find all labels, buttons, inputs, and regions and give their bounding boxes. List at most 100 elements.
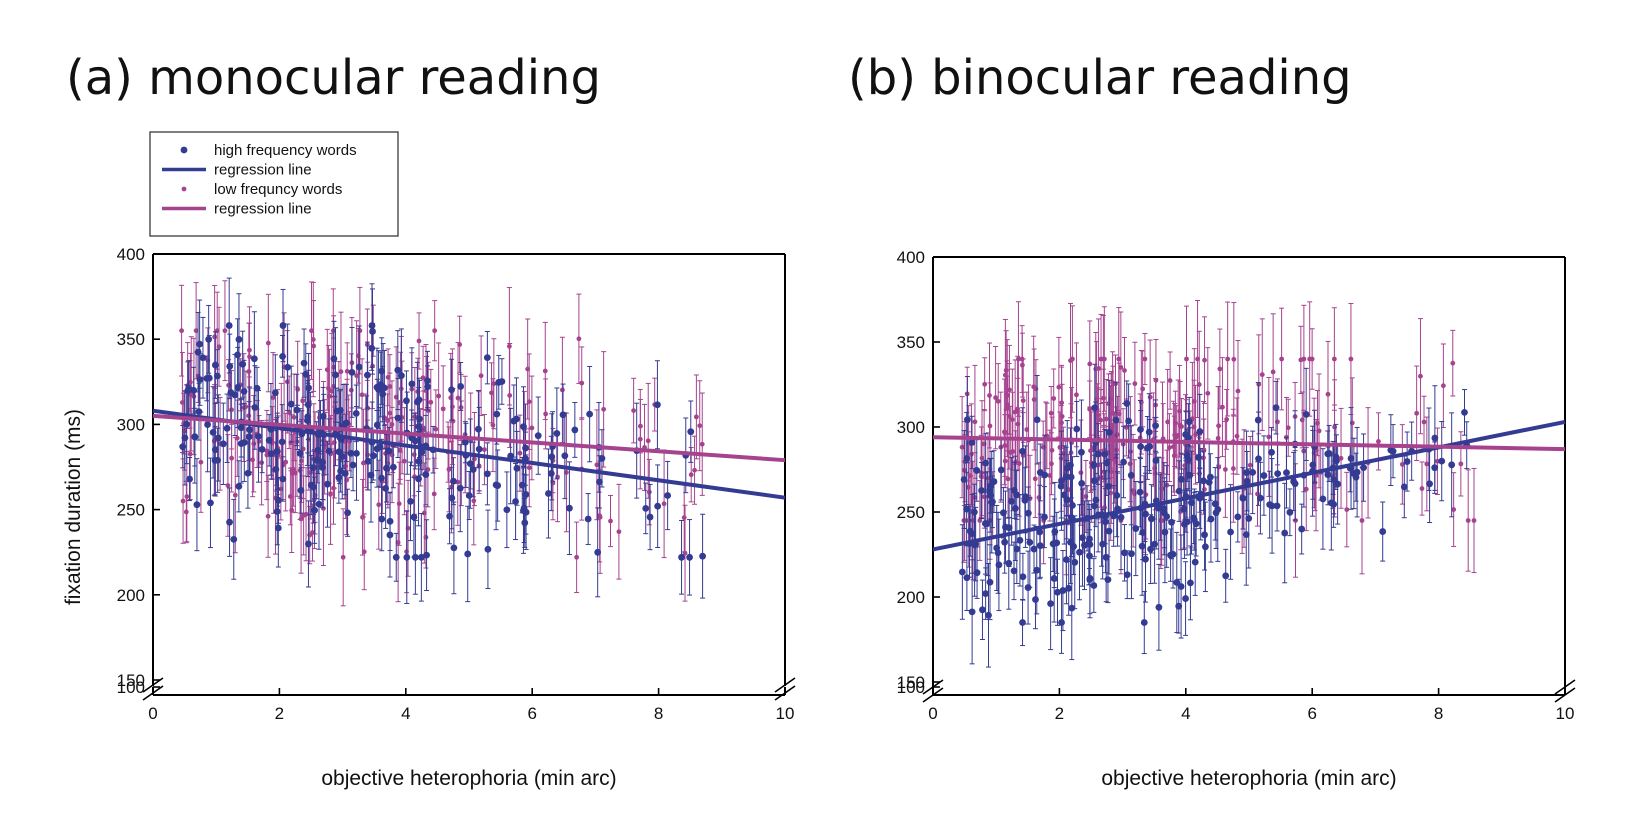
data-point-low <box>184 450 190 543</box>
point-marker <box>972 419 978 425</box>
x-tick-label: 6 <box>527 704 536 723</box>
data-point-low <box>1009 368 1015 471</box>
point-marker <box>193 501 201 509</box>
data-point-high <box>968 559 976 665</box>
point-marker <box>1002 458 1008 464</box>
point-marker <box>498 378 506 385</box>
point-marker <box>579 380 585 386</box>
data-point-high <box>213 349 221 403</box>
point-marker <box>1142 555 1149 563</box>
data-point-low <box>433 389 439 470</box>
data-point-low <box>1006 362 1012 470</box>
data-point-high <box>424 350 431 411</box>
point-marker <box>332 371 339 379</box>
point-marker <box>1036 528 1044 536</box>
data-point-high <box>1448 412 1456 518</box>
point-marker <box>446 512 453 520</box>
data-point-high <box>258 425 266 474</box>
point-marker <box>1049 447 1055 453</box>
data-point-high <box>205 304 213 374</box>
point-marker <box>348 369 356 376</box>
data-point-low <box>1259 318 1265 431</box>
point-marker <box>361 549 367 555</box>
point-marker <box>250 457 256 463</box>
point-marker <box>376 502 382 508</box>
data-point-low <box>1101 306 1107 412</box>
data-point-high <box>1140 590 1148 655</box>
point-marker <box>697 423 703 429</box>
point-marker <box>328 491 333 497</box>
point-marker <box>398 399 403 405</box>
point-marker <box>1056 384 1062 390</box>
point-marker <box>387 384 393 389</box>
data-point-high <box>507 407 515 505</box>
point-marker <box>1302 411 1310 418</box>
point-marker <box>410 513 418 521</box>
point-marker <box>287 400 295 408</box>
data-point-high <box>392 532 400 582</box>
data-point-high <box>979 579 986 641</box>
data-point-high <box>465 470 473 521</box>
point-marker <box>1177 422 1183 428</box>
point-marker <box>431 491 437 497</box>
data-point-high <box>235 460 243 513</box>
point-marker <box>314 446 322 454</box>
point-marker <box>465 492 473 499</box>
y-tick-label: 150 <box>897 673 925 692</box>
data-point-high <box>1268 427 1275 478</box>
point-marker <box>386 531 394 539</box>
point-marker <box>256 439 262 444</box>
point-marker <box>1091 502 1098 510</box>
data-point-high <box>1068 556 1076 661</box>
data-point-low <box>376 459 382 550</box>
point-marker <box>1426 480 1433 488</box>
point-marker <box>274 524 282 532</box>
data-point-high <box>1019 598 1026 647</box>
data-point-high <box>250 311 258 407</box>
point-marker <box>1448 461 1456 469</box>
point-marker <box>584 515 592 523</box>
data-point-high <box>963 376 971 464</box>
point-marker <box>1331 356 1337 362</box>
data-point-low <box>310 281 316 398</box>
data-point-low <box>234 399 240 477</box>
data-point-low <box>431 457 437 531</box>
x-tick-label: 8 <box>1434 704 1443 723</box>
data-point-low <box>1279 307 1285 411</box>
data-point-high <box>559 383 567 446</box>
point-marker <box>1116 356 1122 362</box>
point-marker <box>1153 377 1159 383</box>
data-point-low <box>977 480 983 561</box>
data-point-high <box>1081 500 1088 591</box>
point-marker <box>1091 404 1099 412</box>
data-point-low <box>432 300 438 362</box>
data-point-high <box>186 457 193 502</box>
point-marker <box>1338 455 1344 461</box>
point-marker <box>687 428 695 436</box>
point-marker <box>1234 433 1240 439</box>
data-point-low <box>1041 476 1047 565</box>
data-point-low <box>1421 395 1427 449</box>
point-marker <box>1376 438 1381 444</box>
data-point-high <box>548 413 556 501</box>
point-marker <box>1184 356 1189 362</box>
point-marker <box>1309 461 1317 469</box>
data-point-high <box>664 460 672 531</box>
point-marker <box>1256 494 1264 502</box>
point-marker <box>1059 420 1064 426</box>
data-point-low <box>416 312 422 370</box>
point-marker <box>456 484 464 492</box>
point-marker <box>513 464 521 472</box>
point-marker <box>1274 470 1282 478</box>
data-point-high <box>1286 488 1294 537</box>
point-marker <box>305 384 313 392</box>
data-point-high <box>1136 456 1144 528</box>
data-point-high <box>1167 528 1174 582</box>
point-marker <box>1071 558 1079 566</box>
data-point-high <box>1047 557 1055 651</box>
x-tick-label: 10 <box>1556 704 1575 723</box>
data-point-high <box>1102 470 1109 574</box>
point-marker <box>1051 528 1059 536</box>
point-marker <box>205 335 213 343</box>
point-marker <box>179 328 185 334</box>
